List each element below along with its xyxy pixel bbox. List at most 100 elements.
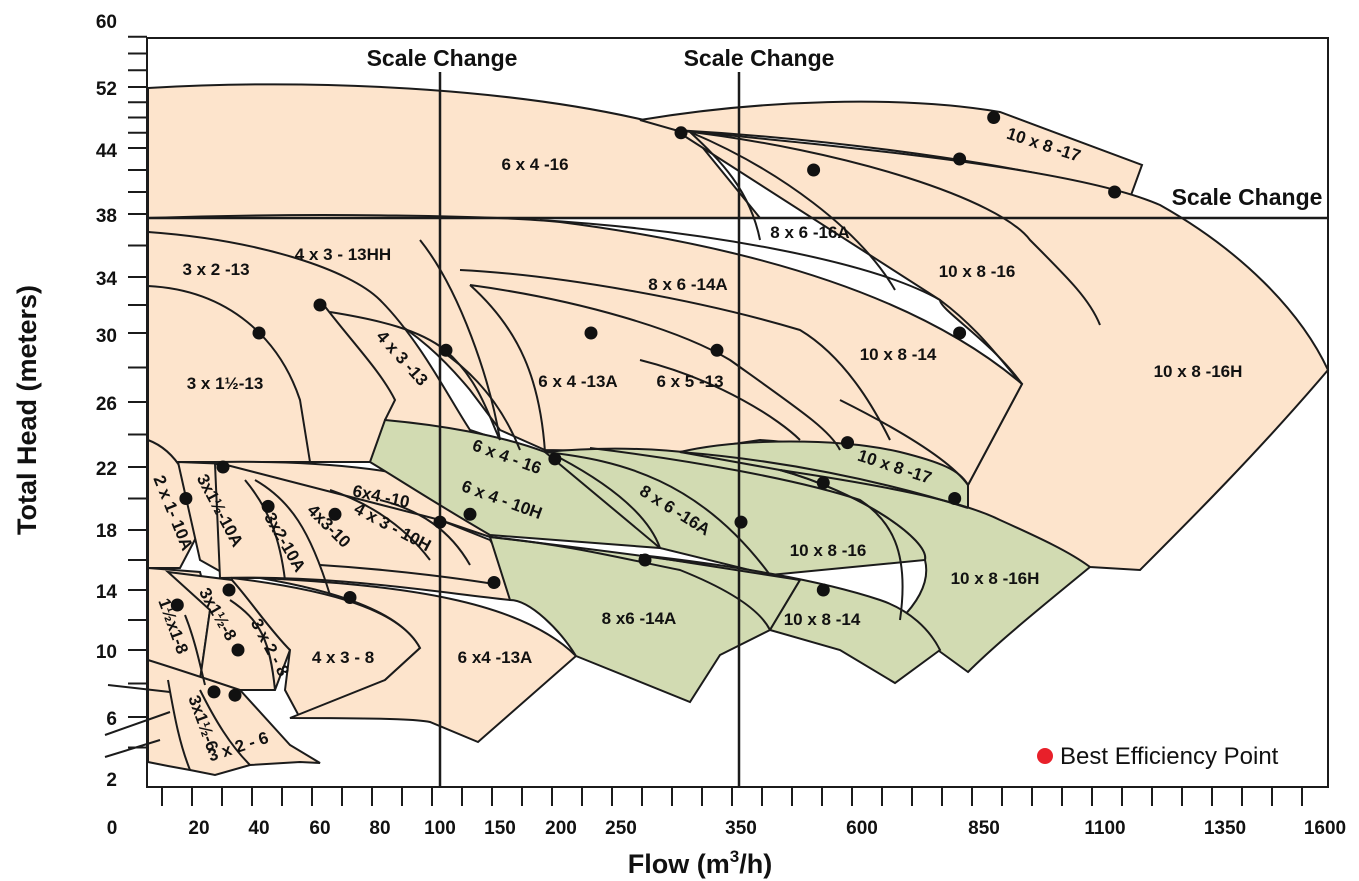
pump-label: 6 x 4 -16 — [501, 155, 568, 174]
bep-marker — [816, 476, 830, 490]
bep-marker — [584, 326, 598, 340]
bep-marker — [1108, 185, 1122, 199]
pump-label: 8 x6 -14A — [602, 609, 677, 628]
y-tick-label: 18 — [96, 521, 117, 542]
bep-marker — [948, 492, 962, 505]
legend: Best Efficiency Point — [1037, 743, 1279, 770]
x-axis-title-end: /h) — [739, 849, 772, 879]
x-tick-label: 20 — [188, 818, 209, 839]
y-tick-label: 60 — [96, 12, 117, 33]
bep-marker — [548, 452, 562, 466]
y-tick-label: 30 — [96, 326, 117, 347]
bep-marker — [170, 598, 184, 612]
legend-marker — [1037, 748, 1053, 764]
y-tick-label: 14 — [96, 582, 118, 603]
pump-label: 10 x 8 -14 — [860, 345, 937, 364]
pump-label: 6 x 4 -13A — [538, 372, 617, 391]
scale-change-label-3: Scale Change — [1172, 184, 1323, 210]
x-tick-label: 350 — [725, 818, 757, 839]
legend-label: Best Efficiency Point — [1060, 743, 1279, 770]
x-tick-label: 850 — [968, 818, 1000, 839]
y-tick-label: 22 — [96, 459, 117, 480]
bep-marker — [674, 126, 688, 140]
x-axis-title-sup: 3 — [730, 847, 739, 866]
pump-label: 6 x4 -13A — [458, 648, 533, 667]
x-tick-labels: 0 20 40 60 80 100 150 200 250 350 600 85… — [107, 818, 1346, 839]
bep-marker — [179, 492, 193, 505]
x-tick-label: 600 — [846, 818, 878, 839]
y-tick-label: 52 — [96, 79, 117, 100]
bep-marker — [328, 507, 342, 521]
pump-label: 10 x 8 -16 — [939, 262, 1016, 281]
bep-marker — [463, 507, 477, 521]
y-tick-label: 2 — [106, 770, 117, 791]
x-tick-label: 0 — [107, 818, 118, 839]
bep-marker — [816, 583, 830, 597]
pump-label: 10 x 8 -16H — [1154, 362, 1243, 381]
x-tick-label: 1350 — [1204, 818, 1246, 839]
bep-marker — [207, 685, 221, 699]
bep-marker — [710, 343, 724, 357]
y-tick-label: 34 — [96, 269, 118, 290]
bep-marker — [433, 515, 447, 529]
pump-label: 4 x 3 - 8 — [312, 648, 374, 667]
pump-label: 10 x 8 -16 — [790, 541, 867, 560]
bep-marker — [252, 326, 266, 340]
region-green-10x8-14 — [639, 554, 942, 685]
x-axis-title: Flow (m3/h) — [628, 847, 772, 879]
axis-ticks — [128, 35, 1303, 806]
bep-marker — [953, 326, 967, 340]
bep-marker — [841, 436, 854, 450]
region-6x4-16 — [147, 83, 763, 219]
x-tick-label: 100 — [424, 818, 456, 839]
x-tick-label: 40 — [248, 818, 269, 839]
pump-label: 3 x 2 -13 — [182, 260, 249, 279]
region-6x4-13A — [259, 577, 578, 744]
bep-marker — [313, 298, 327, 312]
bep-marker — [638, 553, 652, 567]
plot-frame — [146, 37, 1329, 788]
y-tick-label: 38 — [96, 206, 117, 227]
scale-change-label-1: Scale Change — [367, 45, 518, 71]
bep-marker — [953, 152, 967, 166]
bep-marker — [987, 111, 1001, 124]
bep-marker — [807, 163, 821, 177]
y-tick-label: 44 — [96, 141, 118, 162]
scale-change-lines: Scale Change Scale Change Scale Change — [148, 45, 1328, 787]
x-tick-label: 80 — [369, 818, 390, 839]
y-tick-labels: 60 52 44 38 34 30 26 22 18 14 10 6 2 — [96, 12, 118, 791]
x-tick-label: 1100 — [1084, 818, 1125, 839]
scale-change-label-2: Scale Change — [684, 45, 835, 71]
pump-label: 10 x 8 -16H — [951, 569, 1040, 588]
pump-label: 4 x 3 - 13HH — [295, 245, 391, 264]
x-tick-label: 1600 — [1304, 818, 1346, 839]
pump-label: 3 x 1½-13 — [187, 374, 264, 393]
pump-label: 6 x 5 -13 — [656, 372, 723, 391]
bep-marker — [487, 576, 501, 589]
bep-marker — [734, 515, 748, 529]
bep-marker — [343, 591, 357, 604]
y-tick-label: 26 — [96, 394, 117, 415]
pump-regions — [147, 83, 1330, 777]
x-tick-label: 200 — [545, 818, 577, 839]
pump-label: 8 x 6 -16A — [770, 223, 849, 242]
bep-marker — [231, 643, 245, 657]
green-regions — [368, 418, 1092, 704]
y-tick-label: 6 — [106, 709, 117, 730]
bep-markers — [170, 111, 1122, 702]
x-axis-title-main: Flow (m — [628, 849, 730, 879]
region-small-6 — [147, 658, 321, 777]
bep-marker — [261, 499, 275, 513]
bep-marker — [222, 583, 236, 597]
pump-label: 8 x 6 -14A — [648, 275, 727, 294]
bep-marker — [228, 688, 242, 702]
x-tick-label: 60 — [309, 818, 330, 839]
x-tick-label: 250 — [605, 818, 637, 839]
bep-marker — [216, 460, 230, 474]
pump-label: 10 x 8 -14 — [784, 610, 861, 629]
y-tick-label: 10 — [96, 642, 117, 663]
y-axis-title: Total Head (meters) — [12, 285, 42, 535]
bep-marker — [439, 343, 453, 357]
x-tick-label: 150 — [484, 818, 516, 839]
